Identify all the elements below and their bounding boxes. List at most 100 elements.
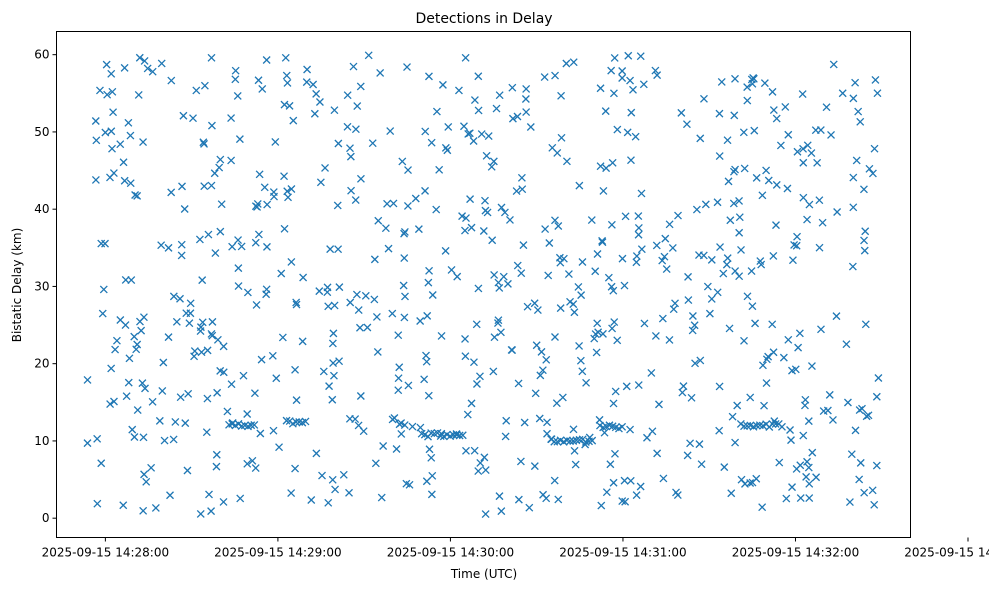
data-point xyxy=(392,445,401,453)
data-point xyxy=(339,470,348,479)
data-point xyxy=(120,176,129,185)
data-point xyxy=(492,104,501,113)
data-point xyxy=(521,95,530,103)
data-point xyxy=(437,331,446,340)
data-point xyxy=(590,334,599,343)
data-point xyxy=(783,184,792,193)
data-point xyxy=(330,301,339,310)
data-point xyxy=(302,78,311,87)
data-point xyxy=(861,320,870,329)
data-point xyxy=(726,216,735,225)
data-point xyxy=(632,491,641,500)
data-point xyxy=(132,345,141,354)
data-point xyxy=(611,387,620,396)
data-point xyxy=(184,389,193,398)
data-point xyxy=(799,193,808,202)
data-point xyxy=(291,464,300,473)
data-point xyxy=(321,164,329,172)
data-point xyxy=(234,282,243,291)
data-point xyxy=(432,205,441,214)
data-point xyxy=(425,445,434,454)
data-point xyxy=(815,196,824,205)
data-point xyxy=(155,416,164,425)
data-point xyxy=(281,53,290,62)
data-point xyxy=(505,215,514,224)
data-point xyxy=(838,89,847,98)
data-point xyxy=(142,477,151,486)
data-point xyxy=(388,309,397,318)
data-point xyxy=(621,497,630,506)
data-point xyxy=(108,144,116,153)
data-point xyxy=(207,330,216,338)
data-point xyxy=(740,164,749,173)
data-point xyxy=(323,283,332,292)
data-point xyxy=(538,366,547,375)
data-point xyxy=(315,98,324,106)
data-point xyxy=(461,226,469,235)
data-point xyxy=(219,498,228,506)
data-point xyxy=(185,319,194,328)
data-point xyxy=(351,125,360,134)
data-point xyxy=(441,246,450,255)
data-point xyxy=(552,399,561,408)
data-point xyxy=(258,84,267,93)
data-point xyxy=(634,223,643,232)
data-point xyxy=(679,382,688,391)
data-point xyxy=(343,122,352,131)
data-point xyxy=(208,317,217,326)
data-point xyxy=(775,458,784,467)
data-point xyxy=(484,132,493,141)
data-point xyxy=(816,126,825,134)
data-point xyxy=(271,137,280,146)
data-point xyxy=(102,60,111,69)
data-point xyxy=(480,453,489,462)
data-point xyxy=(517,269,526,278)
data-point xyxy=(219,368,228,377)
data-point xyxy=(247,421,256,430)
data-point xyxy=(158,386,167,395)
data-point xyxy=(368,139,377,148)
data-point xyxy=(482,151,491,160)
data-point xyxy=(870,144,879,153)
data-point xyxy=(683,451,692,460)
data-point xyxy=(250,420,259,429)
data-point xyxy=(669,305,678,314)
data-point xyxy=(143,64,152,73)
data-point xyxy=(280,172,289,181)
data-point xyxy=(695,251,703,260)
data-point xyxy=(467,399,476,408)
data-point xyxy=(464,129,473,138)
chart-title: Detections in Delay xyxy=(415,11,552,27)
data-point xyxy=(752,173,761,182)
data-point xyxy=(540,73,549,82)
data-point xyxy=(315,287,324,296)
data-point xyxy=(851,426,860,435)
data-point xyxy=(607,282,616,291)
data-point xyxy=(613,125,622,134)
data-point xyxy=(234,264,243,273)
data-point xyxy=(813,158,822,167)
data-point xyxy=(749,74,758,82)
data-point xyxy=(389,199,398,208)
data-point xyxy=(868,486,877,495)
data-point xyxy=(592,348,601,357)
data-point xyxy=(871,75,880,84)
data-point xyxy=(636,52,645,61)
data-point xyxy=(751,319,760,328)
data-point xyxy=(157,241,166,250)
data-point xyxy=(93,434,102,443)
data-point xyxy=(653,71,662,80)
data-point xyxy=(488,236,497,245)
data-point xyxy=(177,251,186,260)
data-point xyxy=(497,507,506,516)
data-point xyxy=(550,476,559,485)
data-point xyxy=(216,155,225,164)
data-point xyxy=(730,111,739,120)
data-point xyxy=(508,114,517,123)
data-point xyxy=(575,181,584,190)
data-point xyxy=(700,94,708,103)
data-point xyxy=(98,309,107,318)
data-point xyxy=(784,130,793,139)
data-point xyxy=(137,326,146,335)
data-point xyxy=(234,236,243,245)
